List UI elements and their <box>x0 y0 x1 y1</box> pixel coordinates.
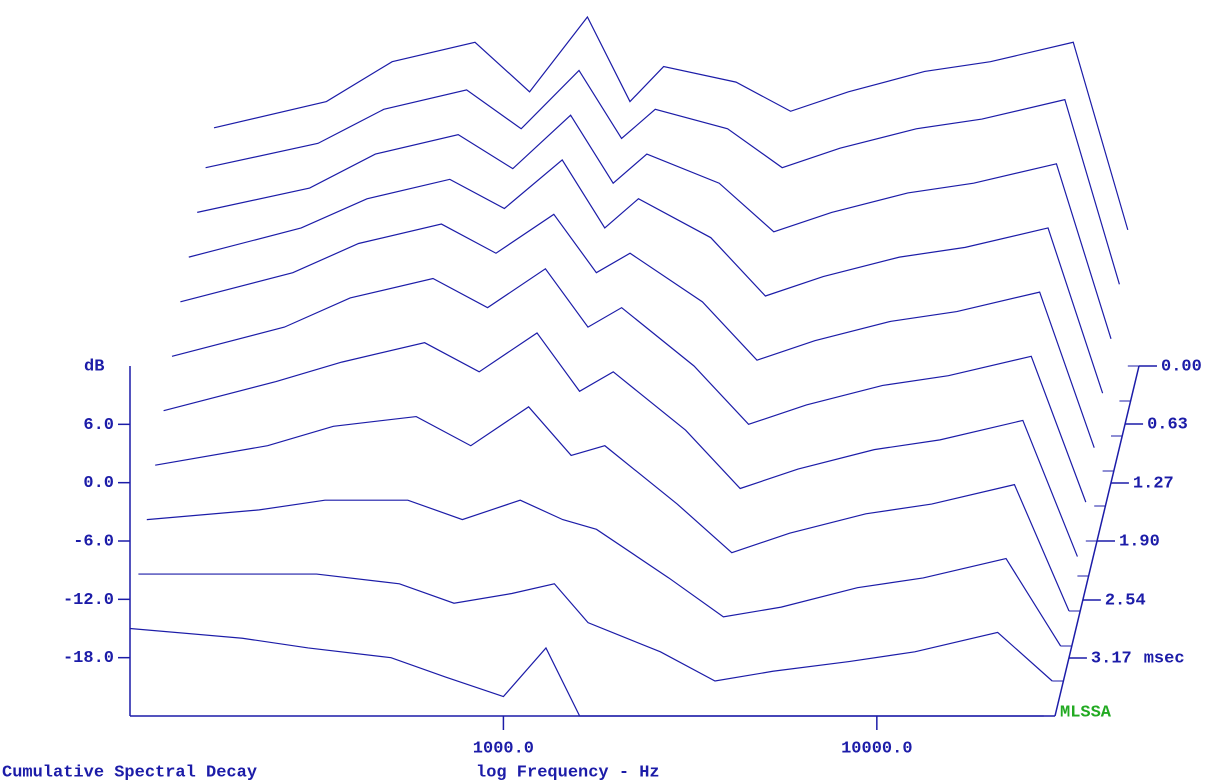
x-tick-label: 10000.0 <box>841 739 912 758</box>
z-tick-label: 3.17 <box>1091 649 1132 668</box>
y-tick-label: -6.0 <box>73 532 114 551</box>
z-tick-label: 0.63 <box>1147 416 1188 435</box>
slices <box>130 17 1139 716</box>
z-tick-label: 1.90 <box>1119 532 1160 551</box>
x-tick-label: 1000.0 <box>473 739 534 758</box>
z-tick-label: 0.00 <box>1161 357 1202 376</box>
chart: dB MLSSA Cumulative Spectral Decay log F… <box>0 0 1224 782</box>
z-tick-label: 1.27 <box>1133 474 1174 493</box>
z-axis-label: msec <box>1144 649 1185 668</box>
brand-label: MLSSA <box>1060 703 1112 722</box>
y-tick-label: 6.0 <box>83 416 114 435</box>
chart-title: Cumulative Spectral Decay <box>2 763 257 782</box>
x-axis-label: log Frequency - Hz <box>476 763 660 782</box>
y-tick-label: -18.0 <box>63 649 114 668</box>
z-tick-label: 2.54 <box>1105 591 1146 610</box>
y-tick-label: 0.0 <box>83 474 114 493</box>
y-tick-label: -12.0 <box>63 591 114 610</box>
y-axis-label: dB <box>84 357 104 376</box>
